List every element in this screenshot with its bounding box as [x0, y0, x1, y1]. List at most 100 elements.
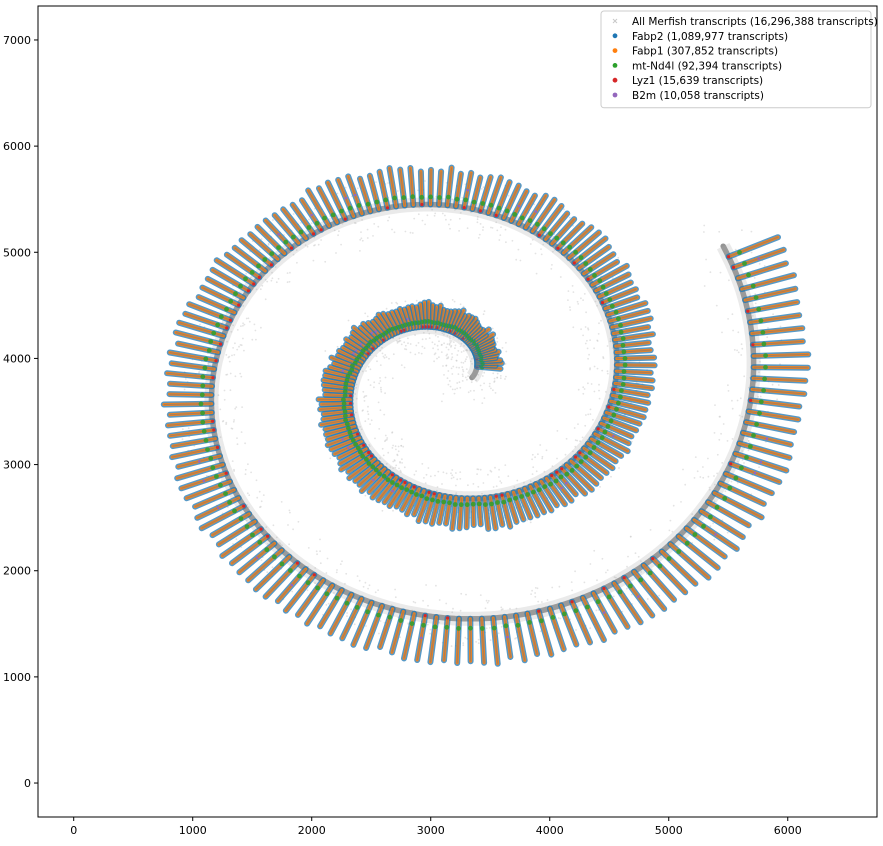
transcript-point	[451, 299, 454, 301]
crypt-point	[401, 195, 407, 201]
transcript-point	[473, 398, 475, 401]
transcript-point	[720, 432, 722, 435]
transcript-point	[722, 423, 725, 425]
transcript-point	[440, 344, 443, 346]
transcript-point	[589, 563, 592, 565]
paneth-point	[311, 232, 316, 236]
crypt-point	[519, 494, 524, 499]
paneth-point	[602, 586, 606, 591]
transcript-point	[451, 469, 454, 471]
transcript-point	[731, 399, 733, 402]
crypt-point	[611, 412, 617, 418]
crypt-point	[306, 225, 312, 230]
transcript-point	[493, 380, 496, 383]
transcript-point	[369, 384, 372, 386]
transcript-point	[660, 556, 662, 559]
transcript-point	[359, 238, 362, 241]
transcript-point	[421, 219, 424, 222]
transcript-point	[365, 370, 367, 372]
transcript-point	[360, 231, 362, 234]
transcript-point	[336, 569, 338, 571]
transcript-point	[411, 232, 414, 234]
transcript-point	[455, 492, 458, 494]
crypt-point	[244, 524, 250, 529]
transcript-point	[292, 253, 295, 256]
crypt-point	[358, 449, 363, 455]
crypt-point	[205, 447, 210, 452]
crypt-point	[269, 251, 275, 256]
transcript-point	[324, 350, 327, 352]
crypt-point	[606, 594, 612, 600]
transcript-point	[646, 598, 649, 600]
crypt-point	[621, 369, 627, 374]
transcript-point	[470, 381, 473, 384]
transcript-point	[184, 378, 187, 380]
paneth-point	[215, 445, 220, 449]
transcript-point	[240, 325, 242, 327]
transcript-point	[531, 589, 533, 592]
transcript-point	[407, 342, 409, 345]
villus-axis	[751, 327, 803, 334]
transcript-point	[281, 544, 283, 547]
y-tick-label: 1000	[3, 671, 31, 684]
transcript-point	[379, 457, 381, 459]
transcript-point	[582, 334, 584, 337]
transcript-point	[187, 427, 190, 430]
transcript-point	[249, 276, 252, 279]
transcript-point	[612, 595, 615, 598]
transcript-point	[579, 440, 581, 443]
crypt-point	[621, 349, 627, 355]
crypt-point	[347, 205, 353, 211]
crypt-point	[684, 540, 690, 546]
transcript-point	[584, 342, 587, 345]
transcript-point	[747, 440, 750, 442]
transcript-point	[403, 366, 406, 369]
transcript-point	[572, 326, 575, 329]
b2m-point	[341, 438, 345, 441]
transcript-point	[424, 482, 427, 484]
transcript-point	[447, 383, 450, 386]
crypt-point	[262, 257, 268, 262]
villus-axis	[753, 353, 809, 357]
transcript-point	[492, 372, 495, 375]
transcript-point	[543, 470, 546, 473]
transcript-point	[292, 528, 294, 531]
transcript-point	[401, 458, 403, 461]
transcript-point	[463, 345, 465, 347]
transcript-point	[462, 370, 465, 373]
transcript-point	[304, 244, 307, 247]
transcript-point	[531, 453, 534, 456]
transcript-point	[539, 630, 542, 633]
transcript-point	[392, 460, 395, 463]
crypt-point	[390, 480, 395, 485]
transcript-point	[450, 358, 453, 361]
transcript-point	[718, 230, 721, 233]
transcript-point	[759, 395, 762, 398]
crypt-point	[381, 473, 387, 479]
transcript-point	[426, 214, 429, 217]
transcript-point	[396, 190, 399, 192]
villus-axis	[707, 501, 749, 526]
transcript-point	[394, 466, 397, 469]
transcript-point	[367, 418, 370, 420]
transcript-point	[245, 272, 248, 275]
transcript-point	[557, 617, 560, 619]
transcript-point	[495, 485, 498, 488]
crypt-point	[223, 491, 228, 496]
transcript-point	[387, 182, 389, 184]
legend-label: Fabp1 (307,852 transcripts)	[632, 46, 778, 58]
transcript-point	[730, 480, 733, 483]
paneth-point	[600, 301, 605, 305]
transcript-point	[429, 628, 432, 631]
transcript-point	[530, 593, 532, 595]
b2m-point	[255, 556, 259, 560]
transcript-point	[442, 393, 445, 395]
crypt-point	[200, 419, 206, 425]
transcript-point	[721, 462, 724, 464]
transcript-point	[440, 351, 443, 353]
crypt-point	[305, 580, 311, 586]
crypt-point	[756, 306, 762, 312]
crypt-point	[620, 336, 626, 341]
b2m-point	[310, 213, 313, 217]
b2m-point	[506, 635, 509, 639]
